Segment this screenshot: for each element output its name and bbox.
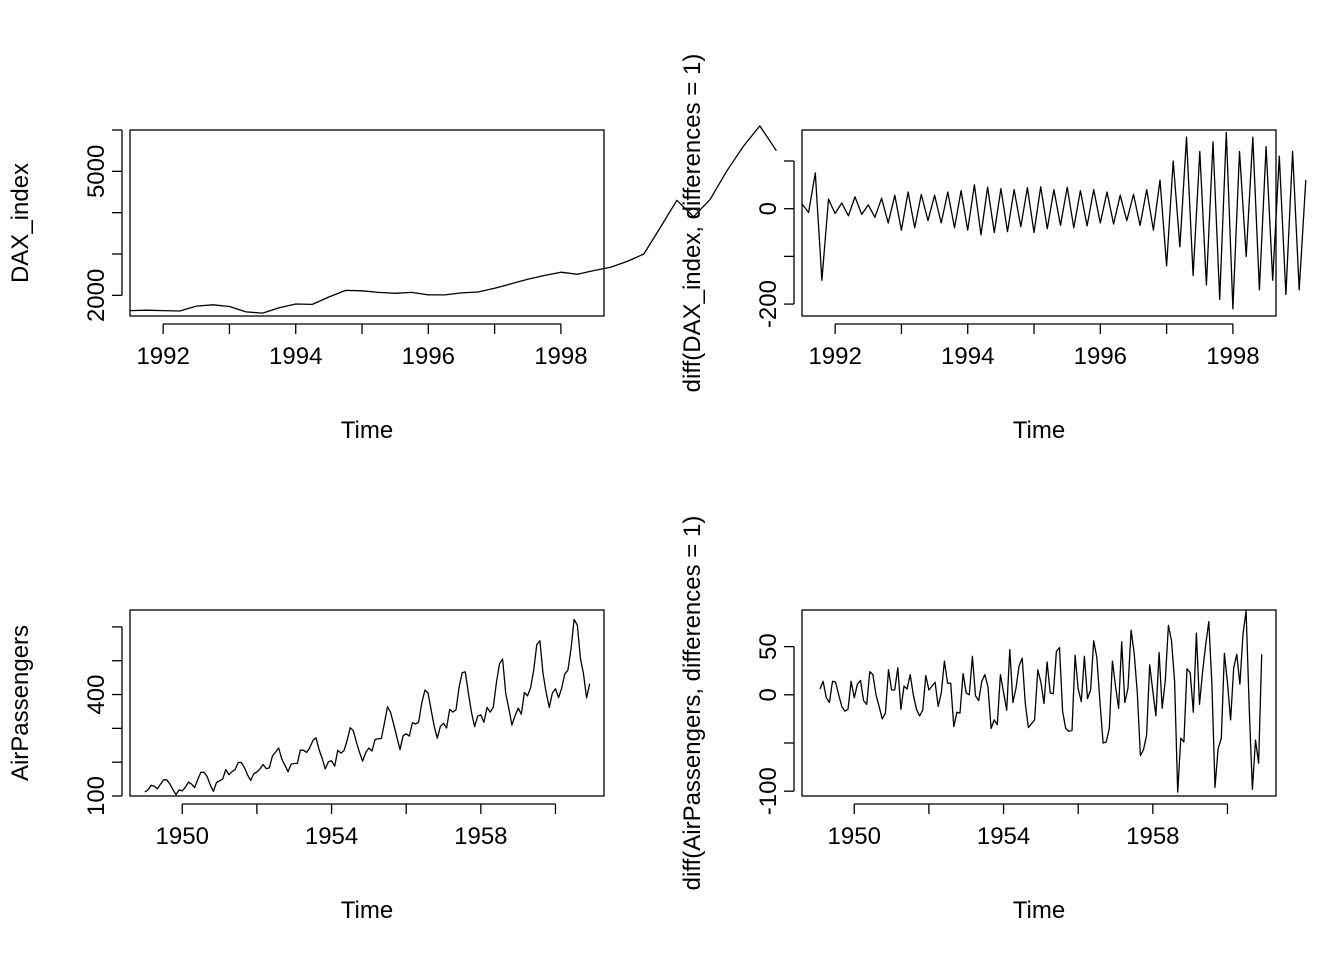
plot-frame — [801, 129, 1277, 317]
x-tick-label: 1996 — [1074, 343, 1127, 370]
y-tick-label: -100 — [755, 767, 782, 815]
series-line — [144, 618, 591, 796]
y-tick-label: 0 — [755, 202, 782, 215]
x-tick-label: 1998 — [1206, 343, 1259, 370]
x-axis-title: Time — [341, 897, 393, 924]
series-line — [819, 610, 1263, 793]
y-tick-label: 100 — [83, 776, 110, 816]
plot-frame — [801, 609, 1277, 797]
panel-airpassengers-diff: 1950 1954 1958 -100 0 50 Time diff(AirPassenger… — [679, 516, 1277, 924]
plot-frame — [129, 129, 605, 317]
y-tick-label: 5000 — [83, 145, 110, 198]
x-tick-label: 1954 — [977, 823, 1030, 850]
x-tick-label: 1950 — [156, 823, 209, 850]
y-tick-label: 50 — [755, 633, 782, 660]
x-tick-label: 1992 — [136, 343, 189, 370]
panel-airpassengers: 1950 1954 1958 100 400 Time AirPassengers — [7, 609, 605, 924]
y-tick-label: 0 — [755, 688, 782, 701]
x-tick-label: 1958 — [454, 823, 507, 850]
x-tick-label: 1950 — [828, 823, 881, 850]
x-tick-label: 1992 — [808, 343, 861, 370]
x-axis-title: Time — [341, 417, 393, 444]
panel-dax-diff: 1992 1994 1996 1998 -200 0 Time diff(DAX_index,… — [679, 54, 1307, 444]
panel-dax-index: 1992 1994 1996 1998 2000 5000 Time DAX_index — [7, 125, 777, 444]
x-tick-label: 1994 — [269, 343, 322, 370]
y-axis-title: diff(AirPassengers, differences = 1) — [679, 516, 706, 891]
series-line — [801, 131, 1307, 310]
y-tick-label: 2000 — [83, 269, 110, 322]
x-tick-label: 1996 — [402, 343, 455, 370]
x-tick-label: 1994 — [941, 343, 994, 370]
plot-frame — [129, 609, 605, 797]
y-tick-label: 400 — [83, 675, 110, 715]
x-tick-label: 1958 — [1126, 823, 1179, 850]
x-axis-title: Time — [1013, 897, 1065, 924]
y-axis-title: AirPassengers — [7, 625, 34, 781]
series-line — [129, 125, 777, 314]
y-axis-title: DAX_index — [7, 163, 34, 283]
x-axis-title: Time — [1013, 417, 1065, 444]
y-axis-title: diff(DAX_index, differences = 1) — [679, 54, 706, 393]
x-tick-label: 1954 — [305, 823, 358, 850]
x-tick-label: 1998 — [534, 343, 587, 370]
y-tick-label: -200 — [755, 280, 782, 328]
